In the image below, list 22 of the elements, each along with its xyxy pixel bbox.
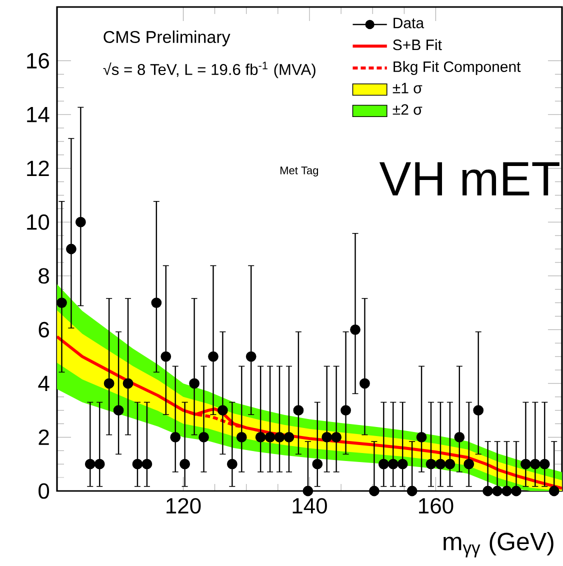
y-tick-label: 4 xyxy=(38,376,50,392)
legend-label: ±1 σ xyxy=(392,82,422,94)
y-tick-label: 16 xyxy=(27,53,49,69)
y-tick-label: 8 xyxy=(38,268,49,284)
annotation: CMS Preliminary xyxy=(104,30,230,46)
y-tick-label: 10 xyxy=(27,214,50,230)
y-tick-label: 6 xyxy=(38,322,49,338)
annotation: Met Tag xyxy=(280,166,318,176)
legend-label: Bkg Fit Component xyxy=(394,61,521,75)
legend-label: Data xyxy=(394,18,424,28)
annotation: √s = 8 TeV, L = 19.6 fb$^{-1}$ (MVA) xyxy=(103,62,316,78)
annotation: VH mET xyxy=(379,162,560,196)
legend-label: S+B Fit xyxy=(393,39,442,50)
x-tick-label: 160 xyxy=(419,498,454,514)
y-tick-label: 2 xyxy=(38,430,49,445)
x-axis-title: m$_{γγ}$ (GeV) xyxy=(444,532,554,558)
x-tick-label: 140 xyxy=(292,498,327,514)
y-tick-label: 0 xyxy=(38,483,50,499)
y-tick-label: 12 xyxy=(27,160,49,176)
y-tick-label: 14 xyxy=(27,107,50,122)
legend-label: ±2 σ xyxy=(392,104,422,115)
x-tick-label: 120 xyxy=(166,498,201,514)
